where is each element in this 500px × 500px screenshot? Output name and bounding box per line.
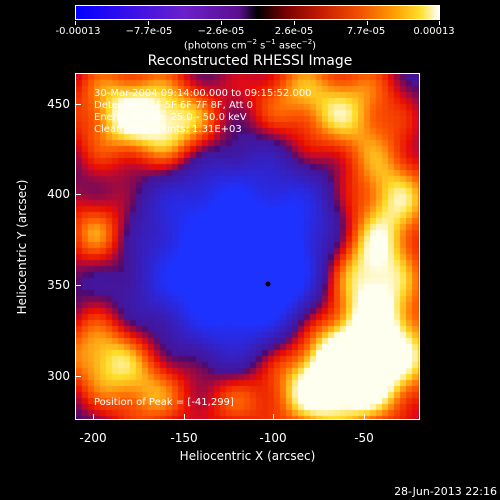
colorbar-tick bbox=[367, 21, 368, 25]
colorbar-label: −2.6e-05 bbox=[197, 26, 245, 37]
image-plot-area bbox=[75, 73, 420, 420]
colorbar-tick bbox=[294, 21, 295, 25]
y-tick-mark bbox=[75, 285, 81, 286]
y-tick-mark bbox=[75, 104, 81, 105]
x-tick-mark bbox=[93, 414, 94, 420]
colorbar-tick bbox=[75, 21, 76, 25]
colorbar-units: (photons cm−2 s−1 asec−2) bbox=[183, 38, 317, 52]
colorbar-label: 7.7e-05 bbox=[346, 26, 386, 37]
x-tick-label: -200 bbox=[79, 431, 107, 445]
info-detectors: Detectors: 4F 5F 6F 7F 8F, Att 0 bbox=[94, 100, 254, 111]
colorbar-tick bbox=[221, 21, 222, 25]
y-tick-mark bbox=[75, 194, 81, 195]
chart-title: Reconstructed RHESSI Image bbox=[147, 53, 353, 69]
y-tick-mark bbox=[75, 376, 81, 377]
y-tick-label: 450 bbox=[47, 97, 70, 111]
plot-timestamp: 28-Jun-2013 22:16 bbox=[394, 485, 497, 498]
info-peak-position: Position of Peak = [-41,299] bbox=[94, 397, 234, 408]
y-axis-label: Heliocentric Y (arcsec) bbox=[15, 179, 29, 315]
info-energy: Energy Range: 25.0 - 50.0 keV bbox=[94, 112, 247, 123]
peak-marker bbox=[265, 281, 271, 287]
x-tick-label: -150 bbox=[170, 431, 198, 445]
x-tick-label: -100 bbox=[259, 431, 287, 445]
y-tick-label: 350 bbox=[47, 278, 70, 292]
y-tick-label: 300 bbox=[47, 369, 70, 383]
x-tick-mark bbox=[273, 414, 274, 420]
colorbar-label: -0.00013 bbox=[55, 26, 101, 37]
x-tick-label: -50 bbox=[354, 431, 374, 445]
x-tick-mark bbox=[364, 414, 365, 420]
rhessi-image bbox=[76, 74, 419, 419]
colorbar-tick bbox=[439, 21, 440, 25]
y-tick-label: 400 bbox=[47, 187, 70, 201]
info-clean: Clean Total counts: 1.31E+03 bbox=[94, 124, 242, 135]
colorbar-label: −7.7e-05 bbox=[125, 26, 173, 37]
colorbar-label: 2.6e-05 bbox=[274, 26, 314, 37]
colorbar-tick bbox=[148, 21, 149, 25]
x-tick-mark bbox=[184, 414, 185, 420]
x-axis-label: Heliocentric X (arcsec) bbox=[179, 449, 316, 463]
colorbar bbox=[75, 5, 440, 20]
colorbar-label: 0.00013 bbox=[413, 26, 455, 37]
info-time-range: 30-Mar-2004 09:14:00.000 to 09:15:52.000 bbox=[94, 88, 312, 99]
